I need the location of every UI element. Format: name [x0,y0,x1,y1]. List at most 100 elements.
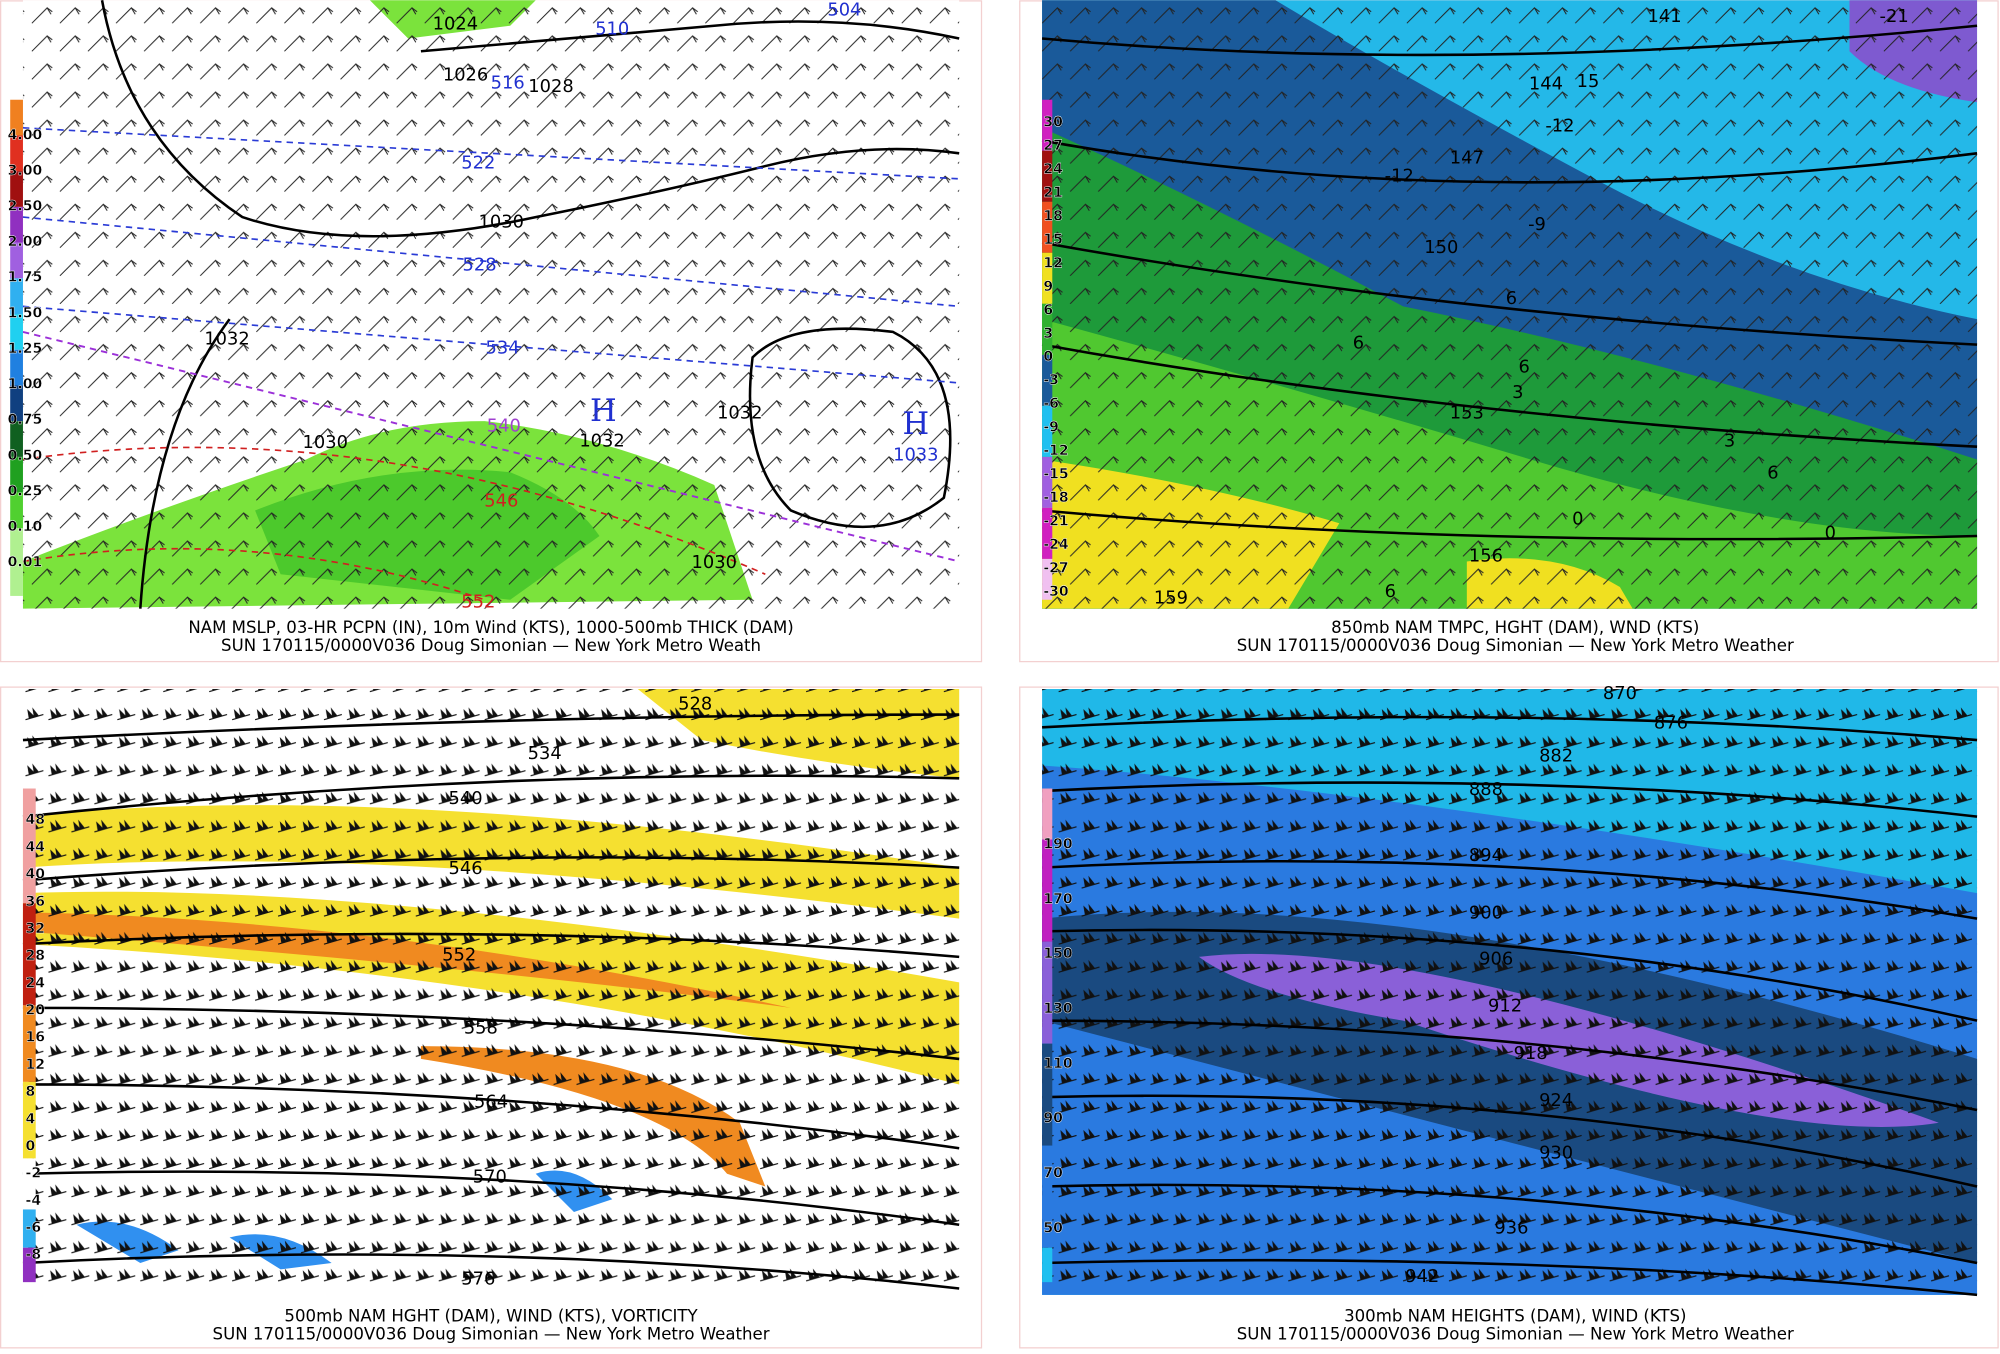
contour-label: -12 [1385,165,1414,186]
contour-label: 1028 [528,76,573,97]
scale-label: -15 [1043,467,1068,483]
scale-label: 0.10 [8,519,43,535]
panel-frame [0,686,983,1349]
contour-label: 900 [1469,903,1503,924]
contour-label: 510 [595,19,629,40]
scale-label: 130 [1043,1001,1073,1017]
contour-label: 153 [1450,403,1484,424]
scale-label: -6 [1043,396,1059,412]
contour-label: 516 [491,72,525,93]
scale-label: 4.00 [8,127,43,143]
scale-label: 9 [1043,279,1053,295]
contour-label: 534 [486,338,520,359]
map-caption: NAM MSLP, 03-HR PCPN (IN), 10m Wind (KTS… [188,618,793,637]
scale-label: 28 [26,948,46,964]
contour-label: 942 [1405,1266,1439,1287]
contour-label: 528 [463,255,497,276]
legend-temp [1042,99,1053,600]
scale-label: 70 [1043,1166,1063,1182]
map-caption: SUN 170115/0000V036 Doug Simonian — New … [1237,1325,1794,1344]
contour-label: 6 [1353,332,1364,353]
contour-label: 0 [1572,508,1583,529]
scale-label: 12 [1043,255,1063,271]
scale-label: 18 [1043,208,1063,224]
scale-label: 0.75 [8,412,43,428]
scale-label: 40 [26,867,46,883]
contour-label: 141 [1648,6,1682,27]
contour-label: 906 [1479,949,1513,970]
contour-label: 3 [1724,431,1735,452]
contour-label: 1032 [717,403,762,424]
contour-label: 1030 [692,552,737,573]
scale-label: 24 [1043,161,1063,177]
contour-label: 1033 [893,445,938,466]
contour-label: 570 [473,1167,507,1188]
scale-label: -21 [1043,514,1068,530]
contour-label: 6 [1519,357,1530,378]
contour-label: 930 [1539,1142,1573,1163]
scale-label: 27 [1043,138,1063,154]
scale-label: 44 [26,839,46,855]
contour-label: 159 [1154,588,1188,609]
contour-label: 528 [678,693,712,714]
contour-label: 1024 [433,14,478,35]
scale-label: 2.00 [8,234,43,250]
contour-label: 147 [1450,148,1484,169]
scale-label: -3 [1043,373,1059,389]
scale-label: -30 [1043,584,1069,600]
legend-vort [22,788,36,1283]
contour-label: 3 [1512,382,1523,403]
scale-label: -24 [1043,537,1069,553]
contour-label: 876 [1654,713,1688,734]
scale-label: 0 [1043,349,1053,365]
map-caption: SUN 170115/0000V036 Doug Simonian — New … [221,636,761,655]
scale-label: -4 [26,1193,42,1209]
scale-label: 21 [1043,185,1063,201]
contour-label: -12 [1545,116,1574,137]
contour-label: 918 [1514,1043,1548,1064]
contour-label: 144 [1529,74,1563,95]
scale-label: -18 [1043,490,1068,506]
contour-label: 15 [1577,71,1600,92]
map-mslp [22,0,960,609]
contour-label: 924 [1539,1090,1573,1111]
map-caption: SUN 170115/0000V036 Doug Simonian — New … [1237,636,1794,655]
scale-label: 48 [26,812,46,828]
scale-label: 3.00 [8,163,43,179]
contour-label: H [902,407,929,442]
scale-label: -8 [26,1247,42,1263]
contour-label: 150 [1424,237,1458,258]
contour-label: 546 [484,491,518,512]
contour-label: 540 [449,788,483,809]
contour-label: 552 [442,945,476,966]
contour-label: 522 [461,153,495,174]
scale-label: 190 [1043,836,1073,852]
scale-label: 1.00 [8,377,43,393]
scale-label: 1.50 [8,305,43,321]
contour-label: 6 [1767,463,1778,484]
contour-label: 6 [1506,288,1517,309]
scale-label: 0.50 [8,448,43,464]
scale-label: 0 [26,1138,36,1154]
scale-label: 16 [26,1030,46,1046]
contour-label: 1030 [479,211,524,232]
contour-label: 888 [1469,779,1503,800]
scale-label: 2.50 [8,199,43,215]
scale-label: 110 [1043,1056,1073,1072]
map-850mb [1041,0,1978,609]
contour-label: 1030 [303,432,348,453]
scale-label: 32 [26,921,46,937]
scale-label: 150 [1043,946,1073,962]
contour-label: H [590,394,617,429]
contour-label: 1026 [443,65,488,86]
legend-pcpn [10,99,23,596]
scale-label: 24 [26,975,46,991]
contour-label: 870 [1603,683,1637,704]
panel-frame [1019,686,1999,1349]
contour-label: 540 [487,415,521,436]
scale-label: 36 [26,894,46,910]
contour-label: 564 [474,1091,508,1112]
scale-label: 170 [1043,891,1073,907]
scale-label: 15 [1043,232,1063,248]
